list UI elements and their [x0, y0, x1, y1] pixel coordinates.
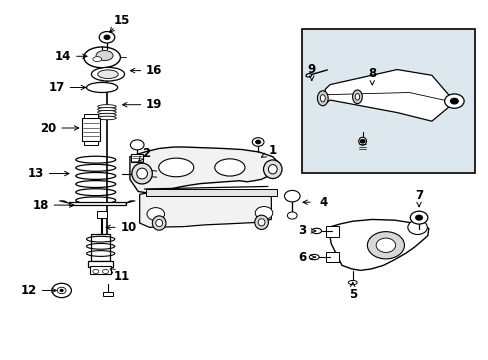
Ellipse shape [354, 94, 359, 100]
Ellipse shape [93, 57, 102, 62]
Ellipse shape [305, 73, 311, 77]
Circle shape [57, 287, 66, 294]
Circle shape [255, 140, 260, 144]
Ellipse shape [258, 219, 264, 226]
Ellipse shape [152, 216, 165, 230]
Ellipse shape [98, 108, 116, 111]
Ellipse shape [263, 160, 282, 179]
Text: 10: 10 [120, 221, 136, 234]
Circle shape [449, 98, 457, 104]
Circle shape [60, 289, 63, 292]
Text: 6: 6 [297, 251, 305, 264]
Bar [302, 30, 474, 173]
Circle shape [102, 269, 108, 274]
Circle shape [104, 35, 110, 40]
Ellipse shape [317, 91, 327, 106]
Bar [326, 226, 338, 237]
Circle shape [375, 238, 395, 252]
Ellipse shape [137, 168, 147, 179]
Ellipse shape [320, 95, 325, 102]
Text: 5: 5 [348, 288, 356, 301]
Ellipse shape [358, 137, 366, 145]
Ellipse shape [347, 280, 356, 285]
Ellipse shape [98, 116, 116, 120]
Ellipse shape [86, 82, 118, 93]
Ellipse shape [98, 105, 116, 108]
Text: 8: 8 [367, 67, 376, 80]
Ellipse shape [98, 111, 116, 114]
Bar [91, 234, 110, 261]
Ellipse shape [309, 255, 319, 260]
Bar [88, 261, 113, 267]
Bar [326, 252, 338, 262]
Text: 2: 2 [142, 147, 150, 159]
Bar [131, 154, 143, 162]
Ellipse shape [156, 220, 162, 226]
Text: 19: 19 [146, 98, 162, 111]
Ellipse shape [268, 165, 277, 174]
Text: 7: 7 [414, 189, 422, 202]
Ellipse shape [311, 228, 321, 234]
Ellipse shape [158, 158, 193, 177]
Bar [97, 211, 107, 218]
Text: 15: 15 [113, 14, 129, 27]
Text: 3: 3 [297, 224, 305, 238]
Polygon shape [130, 147, 278, 194]
Circle shape [360, 139, 365, 143]
Ellipse shape [98, 113, 116, 117]
Text: 12: 12 [21, 284, 37, 297]
Circle shape [130, 140, 144, 150]
Circle shape [93, 269, 99, 274]
Polygon shape [59, 201, 69, 203]
Text: 1: 1 [268, 144, 276, 157]
Text: 16: 16 [146, 64, 162, 77]
Ellipse shape [91, 67, 124, 81]
Bar [69, 202, 125, 205]
Circle shape [444, 94, 463, 108]
Text: 14: 14 [55, 50, 71, 63]
Polygon shape [140, 190, 271, 227]
Circle shape [255, 207, 272, 220]
Text: 17: 17 [48, 81, 65, 94]
Ellipse shape [132, 163, 152, 184]
Circle shape [415, 215, 422, 220]
Bar [90, 266, 111, 274]
Circle shape [99, 32, 115, 43]
Circle shape [366, 231, 404, 259]
Circle shape [284, 190, 300, 202]
Ellipse shape [96, 50, 113, 60]
Circle shape [252, 138, 264, 146]
Circle shape [52, 283, 71, 298]
Text: 4: 4 [319, 196, 327, 209]
Bar [82, 118, 100, 140]
Bar [146, 189, 276, 196]
Text: 20: 20 [41, 122, 57, 135]
Text: 18: 18 [32, 199, 49, 212]
Ellipse shape [352, 90, 362, 104]
Circle shape [147, 208, 164, 221]
Polygon shape [328, 220, 428, 270]
Text: 13: 13 [28, 167, 44, 180]
Ellipse shape [83, 47, 120, 68]
Ellipse shape [214, 159, 244, 176]
Bar [84, 140, 98, 145]
Polygon shape [125, 201, 135, 203]
Bar [84, 114, 98, 118]
Text: 11: 11 [113, 270, 129, 283]
Ellipse shape [98, 70, 118, 78]
Ellipse shape [254, 215, 268, 229]
Bar [103, 292, 113, 296]
Text: 9: 9 [307, 63, 315, 76]
Circle shape [407, 220, 427, 234]
Circle shape [287, 212, 297, 219]
Circle shape [409, 211, 427, 224]
Polygon shape [325, 69, 448, 121]
